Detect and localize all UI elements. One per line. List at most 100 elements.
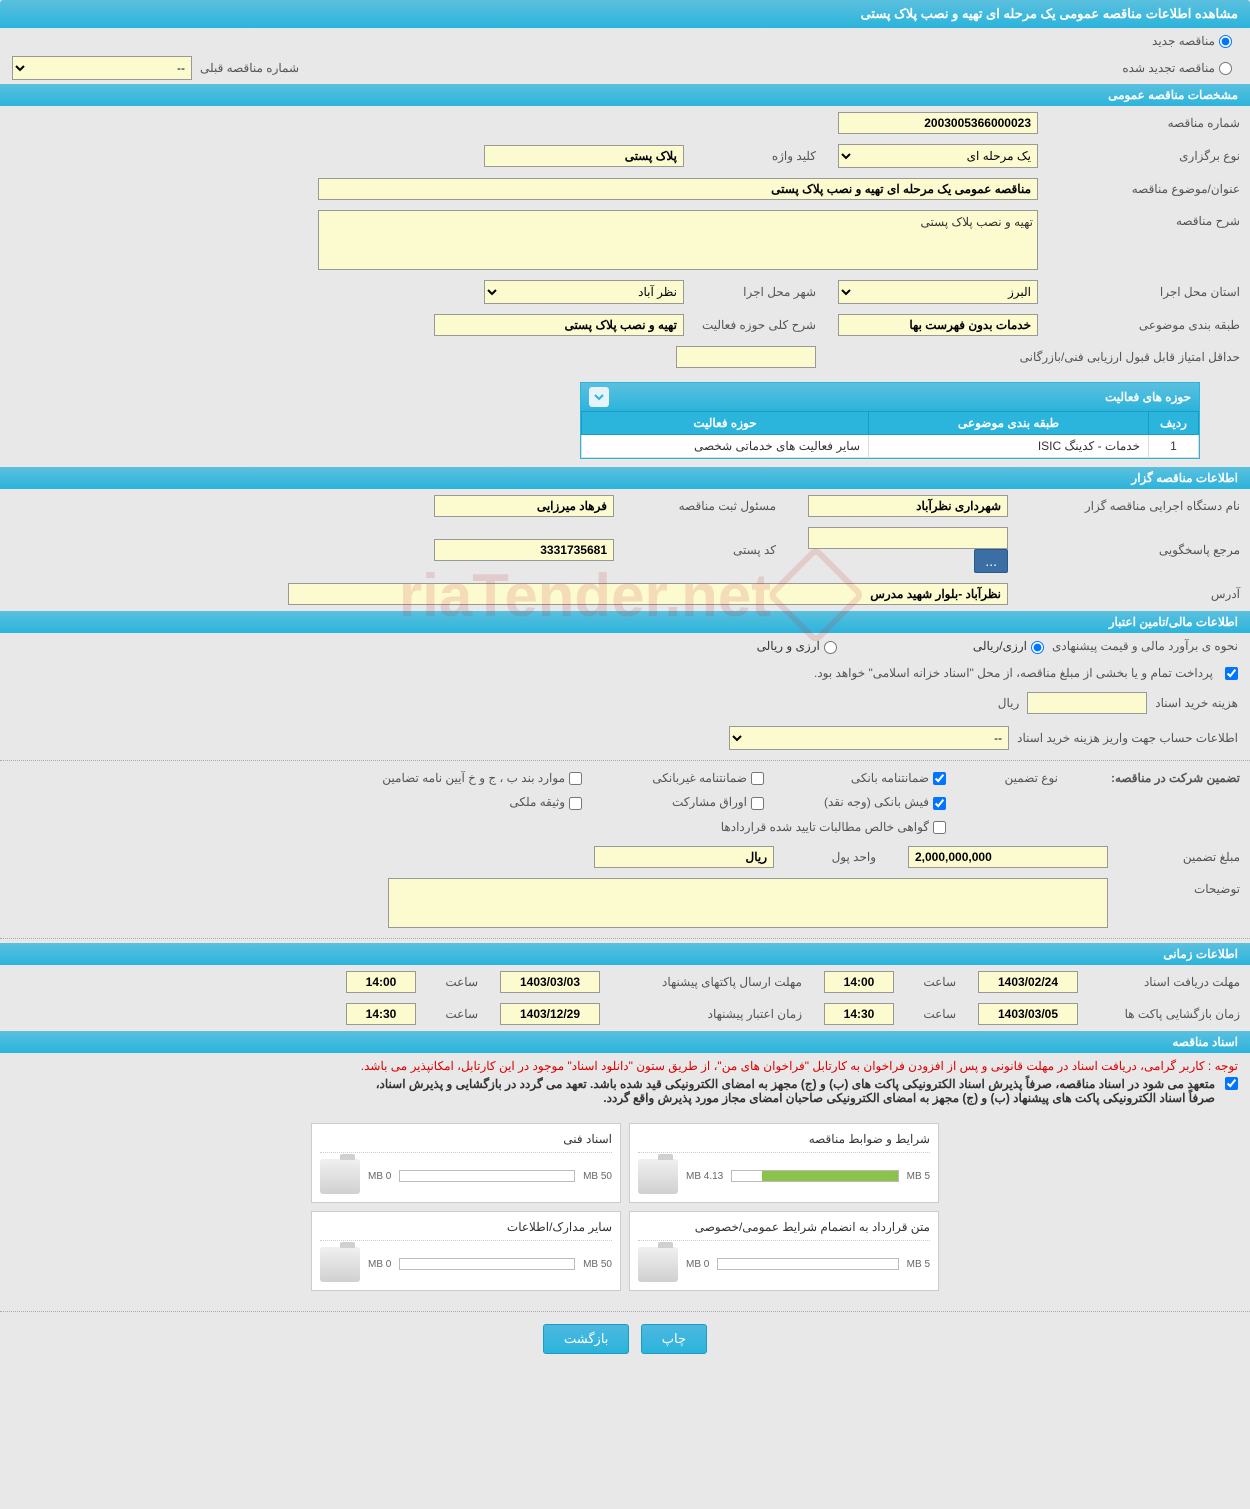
row-scope: سایر فعالیت های خدماتی شخصی [582,435,869,458]
registrar-value: فرهاد میرزایی [434,495,614,517]
currency-value: ریال [594,846,774,868]
postal-value: 3331735681 [434,539,614,561]
category-label: طبقه بندی موضوعی [1139,318,1240,332]
docs-commit-check[interactable] [1225,1077,1238,1090]
folder-icon[interactable] [638,1159,678,1194]
deposit-account-select[interactable]: -- [729,726,1009,750]
min-score-label: حداقل امتیاز قابل قبول ارزیابی فنی/بازرگ… [1020,350,1240,364]
desc-value: تهیه و نصب پلاک پستی [318,210,1038,270]
guarantee-type-label: نوع تضمین [1005,771,1058,785]
payment-note-check[interactable] [1221,666,1238,680]
chk-bank-guarantee[interactable]: ضمانتنامه بانکی [851,771,946,785]
file-progress [399,1258,575,1270]
radio-new-tender[interactable]: مناقصه جدید [1152,34,1232,48]
row-idx: 1 [1149,435,1199,458]
desc-label: شرح مناقصه [1176,214,1240,228]
tender-no-value: 2003005366000023 [838,112,1038,134]
keyword-label: کلید واژه [772,149,816,163]
file-used: 0 MB [686,1259,709,1270]
postal-label: کد پستی [733,543,776,557]
file-progress [731,1170,898,1182]
docs-note2: صرفاً اسناد الکترونیکی پاکت های پیشنهاد … [376,1091,1215,1105]
opening-time: 14:30 [824,1003,894,1025]
activity-panel: حوزه های فعالیت ردیف طبقه بندی موضوعی حو… [580,382,1200,459]
doc-cost-unit: ریال [998,696,1020,710]
table-row: 1 خدمات - کدینگ ISIC سایر فعالیت های خدم… [582,435,1199,458]
opening-date: 1403/03/05 [978,1003,1078,1025]
rial-only-label: ارزی و ریالی [757,639,820,653]
scope-value: تهیه و نصب پلاک پستی [434,314,684,336]
file-total: 5 MB [907,1259,930,1270]
radio-renewed-label: مناقصه تجدید شده [1122,61,1215,75]
file-card: شرایط و ضوابط مناقصه5 MB4.13 MB [629,1123,939,1203]
section-docs: اسناد مناقصه [0,1031,1250,1053]
row-category: خدمات - کدینگ ISIC [869,435,1149,458]
print-button[interactable]: چاپ [641,1324,707,1354]
file-used: 0 MB [368,1259,391,1270]
section-financial: اطلاعات مالی/تامین اعتبار [0,611,1250,633]
org-label: نام دستگاه اجرایی مناقصه گزار [1085,499,1240,513]
tender-no-label: شماره مناقصه [1168,116,1240,130]
folder-icon[interactable] [320,1159,360,1194]
folder-icon[interactable] [638,1247,678,1282]
scope-label: شرح کلی حوزه فعالیت [702,318,816,332]
guarantee-amount-label: مبلغ تضمین [1183,850,1240,864]
file-total: 5 MB [907,1171,930,1182]
chk-contract-claims[interactable]: گواهی خالص مطالبات تایید شده قراردادها [721,820,946,834]
activity-title: حوزه های فعالیت [1105,390,1191,404]
prev-tender-select[interactable]: -- [12,56,192,80]
send-deadline-label: مهلت ارسال پاکتهای پیشنهاد [662,975,802,989]
time-label-1: ساعت [923,975,956,989]
time-label-2: ساعت [445,975,478,989]
method-label: نحوه ی برآورد مالی و قیمت پیشنهادی [1052,639,1238,653]
time-label-3: ساعت [923,1007,956,1021]
chk-bank-receipt[interactable]: فیش بانکی (وجه نقد) [824,795,946,809]
responder-lookup-button[interactable]: ... [974,549,1008,573]
file-used: 0 MB [368,1171,391,1182]
notes-label: توضیحات [1194,882,1240,896]
file-card: متن قرارداد به انضمام شرایط عمومی/خصوصی5… [629,1211,939,1291]
chk-partnership[interactable]: اوراق مشارکت [672,795,764,809]
file-title: سایر مدارک/اطلاعات [320,1220,612,1241]
doc-cost-label: هزینه خرید اسناد [1155,696,1238,710]
doc-cost-value [1027,692,1147,714]
file-card: اسناد فنی 50 MB 0 MB [311,1123,621,1203]
col-category: طبقه بندی موضوعی [869,412,1149,435]
chk-property[interactable]: وثیقه ملکی [509,795,582,809]
org-value: شهرداری نظرآباد [808,495,1008,517]
province-select[interactable]: البرز [838,280,1038,304]
file-progress [399,1170,575,1182]
col-row: ردیف [1149,412,1199,435]
chk-nonbank-guarantee[interactable]: ضمانتنامه غیربانکی [652,771,764,785]
file-title: اسناد فنی [320,1132,612,1153]
section-timing: اطلاعات زمانی [0,943,1250,965]
page-title: مشاهده اطلاعات مناقصه عمومی یک مرحله ای … [0,0,1250,28]
folder-icon[interactable] [320,1247,360,1282]
file-total: 50 MB [583,1171,612,1182]
file-progress [717,1258,898,1270]
address-label: آدرس [1211,587,1240,601]
receive-deadline-label: مهلت دریافت اسناد [1144,975,1240,989]
validity-time: 14:30 [346,1003,416,1025]
subject-value: مناقصه عمومی یک مرحله ای تهیه و نصب پلاک… [318,178,1038,200]
province-label: استان محل اجرا [1160,285,1240,299]
city-select[interactable]: نظر آباد [484,280,684,304]
section-organizer: اطلاعات مناقصه گزار [0,467,1250,489]
back-button[interactable]: بازگشت [543,1324,629,1354]
holding-type-select[interactable]: یک مرحله ای [838,144,1038,168]
chk-regulation[interactable]: موارد بند ب ، ج و خ آیین نامه تضامین [382,771,582,785]
responder-label: مرجع پاسخگویی [1159,543,1240,557]
guarantee-amount-value: 2,000,000,000 [908,846,1108,868]
radio-rial-only[interactable]: ارزی و ریالی [757,639,837,653]
subject-label: عنوان/موضوع مناقصه [1132,182,1240,196]
send-date: 1403/03/03 [500,971,600,993]
radio-rial-currency[interactable]: ارزی/ریالی [973,639,1044,653]
radio-renewed-tender[interactable]: مناقصه تجدید شده [1122,61,1232,75]
holding-type-label: نوع برگزاری [1179,149,1240,163]
collapse-icon[interactable] [589,387,609,407]
guarantee-title: تضمین شرکت در مناقصه: [1111,771,1240,785]
currency-label: واحد پول [832,850,876,864]
category-value: خدمات بدون فهرست بها [838,314,1038,336]
time-label-4: ساعت [445,1007,478,1021]
file-card: سایر مدارک/اطلاعات50 MB0 MB [311,1211,621,1291]
